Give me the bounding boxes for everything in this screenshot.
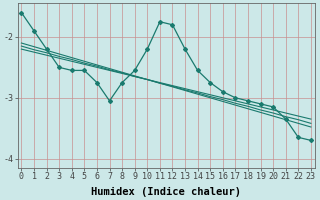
X-axis label: Humidex (Indice chaleur): Humidex (Indice chaleur) <box>91 186 241 197</box>
